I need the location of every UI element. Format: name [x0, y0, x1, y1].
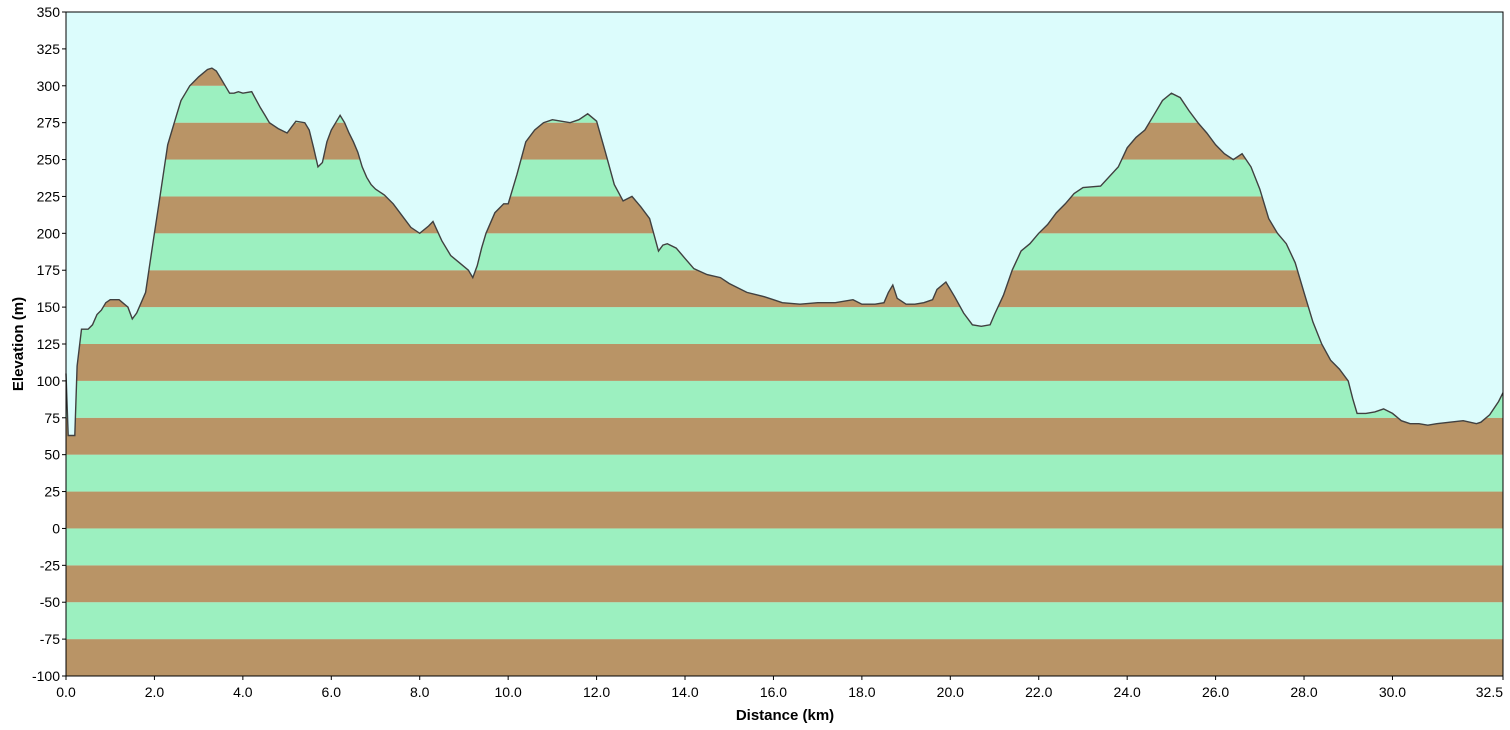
y-tick-label: 100 — [37, 373, 61, 389]
y-tick-label: 0 — [52, 520, 60, 536]
x-tick-label: 16.0 — [760, 684, 787, 700]
x-tick-label: 32.5 — [1476, 684, 1503, 700]
y-tick-label: -25 — [40, 557, 60, 573]
y-tick-label: 350 — [37, 4, 61, 20]
y-tick-label: -50 — [40, 594, 60, 610]
y-tick-label: 175 — [37, 262, 61, 278]
x-tick-label: 0.0 — [56, 684, 76, 700]
x-axis: 0.0 2.0 4.0 6.0 8.0 10.0 12.0 14.0 16.0 18.0 20.0 2… — [56, 676, 1504, 700]
x-tick-label: 12.0 — [583, 684, 610, 700]
x-tick-label: 28.0 — [1290, 684, 1317, 700]
y-tick-label: 275 — [37, 115, 61, 131]
x-axis-title: Distance (km) — [736, 707, 834, 724]
elevation-band — [66, 307, 1503, 344]
x-tick-label: 10.0 — [495, 684, 522, 700]
y-tick-label: 325 — [37, 41, 61, 57]
elevation-band — [66, 528, 1503, 566]
elevation-band — [66, 602, 1503, 640]
elevation-band — [66, 344, 1503, 381]
y-tick-label: 25 — [44, 484, 60, 500]
y-tick-label: 150 — [37, 299, 61, 315]
elevation-band — [66, 380, 1503, 418]
y-tick-label: 300 — [37, 78, 61, 94]
x-tick-label: 22.0 — [1025, 684, 1052, 700]
x-tick-label: 30.0 — [1379, 684, 1406, 700]
x-tick-label: 6.0 — [322, 684, 342, 700]
y-tick-label: 50 — [44, 447, 60, 463]
x-tick-label: 8.0 — [410, 684, 430, 700]
y-tick-label: 200 — [37, 225, 61, 241]
x-tick-label: 4.0 — [233, 684, 253, 700]
y-tick-label: 75 — [44, 410, 60, 426]
y-tick-label: 225 — [37, 188, 61, 204]
x-tick-label: 26.0 — [1202, 684, 1229, 700]
y-tick-label: -100 — [32, 668, 60, 684]
x-tick-label: 18.0 — [848, 684, 875, 700]
y-axis-title: Elevation (m) — [10, 297, 27, 391]
elevation-band — [66, 454, 1503, 492]
elevation-band — [66, 491, 1503, 529]
x-tick-label: 2.0 — [145, 684, 165, 700]
elevation-band — [66, 565, 1503, 603]
y-tick-label: 125 — [37, 336, 61, 352]
y-axis: 3503253002752502252001751501251007550250… — [32, 4, 66, 684]
y-tick-label: 250 — [37, 152, 61, 168]
x-tick-label: 24.0 — [1114, 684, 1141, 700]
y-tick-label: -75 — [40, 631, 60, 647]
elevation-band — [66, 417, 1503, 455]
elevation-band — [66, 639, 1503, 676]
elevation-profile-line — [65, 67, 1504, 437]
x-tick-label: 20.0 — [937, 684, 964, 700]
x-tick-label: 14.0 — [671, 684, 698, 700]
